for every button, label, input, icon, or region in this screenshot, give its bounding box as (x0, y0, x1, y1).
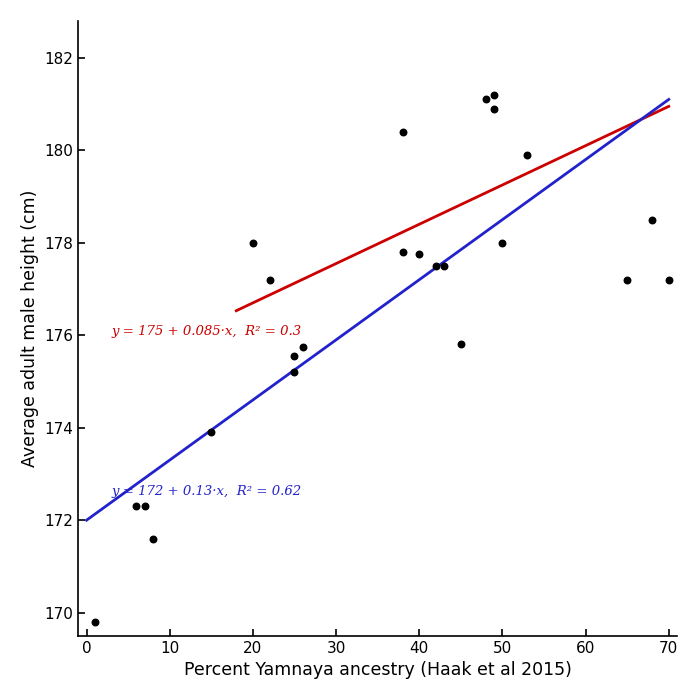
Point (148, 533, 159, 545)
Point (397, 246, 408, 258)
Point (289, 351, 300, 362)
Text: y = 172 + 0.13·x,  R² = 0.62: y = 172 + 0.13·x, R² = 0.62 (111, 484, 302, 498)
Point (663, 274, 674, 286)
Point (90, 616, 101, 627)
Point (397, 126, 408, 137)
Point (622, 274, 633, 286)
Point (489, 103, 500, 114)
Point (430, 260, 442, 272)
Point (131, 500, 142, 512)
Point (480, 94, 491, 105)
Point (455, 339, 466, 350)
Point (522, 149, 533, 160)
Point (206, 427, 217, 438)
Point (647, 214, 658, 225)
Point (489, 89, 500, 100)
Point (439, 260, 450, 272)
Y-axis label: Average adult male height (cm): Average adult male height (cm) (21, 190, 38, 467)
X-axis label: Percent Yamnaya ancestry (Haak et al 2015): Percent Yamnaya ancestry (Haak et al 201… (183, 662, 572, 679)
Point (139, 500, 150, 512)
Point (264, 274, 275, 286)
Point (414, 248, 425, 260)
Text: y = 175 + 0.085·x,  R² = 0.3: y = 175 + 0.085·x, R² = 0.3 (111, 326, 302, 338)
Point (289, 367, 300, 378)
Point (497, 237, 508, 248)
Point (247, 237, 258, 248)
Point (298, 341, 309, 352)
